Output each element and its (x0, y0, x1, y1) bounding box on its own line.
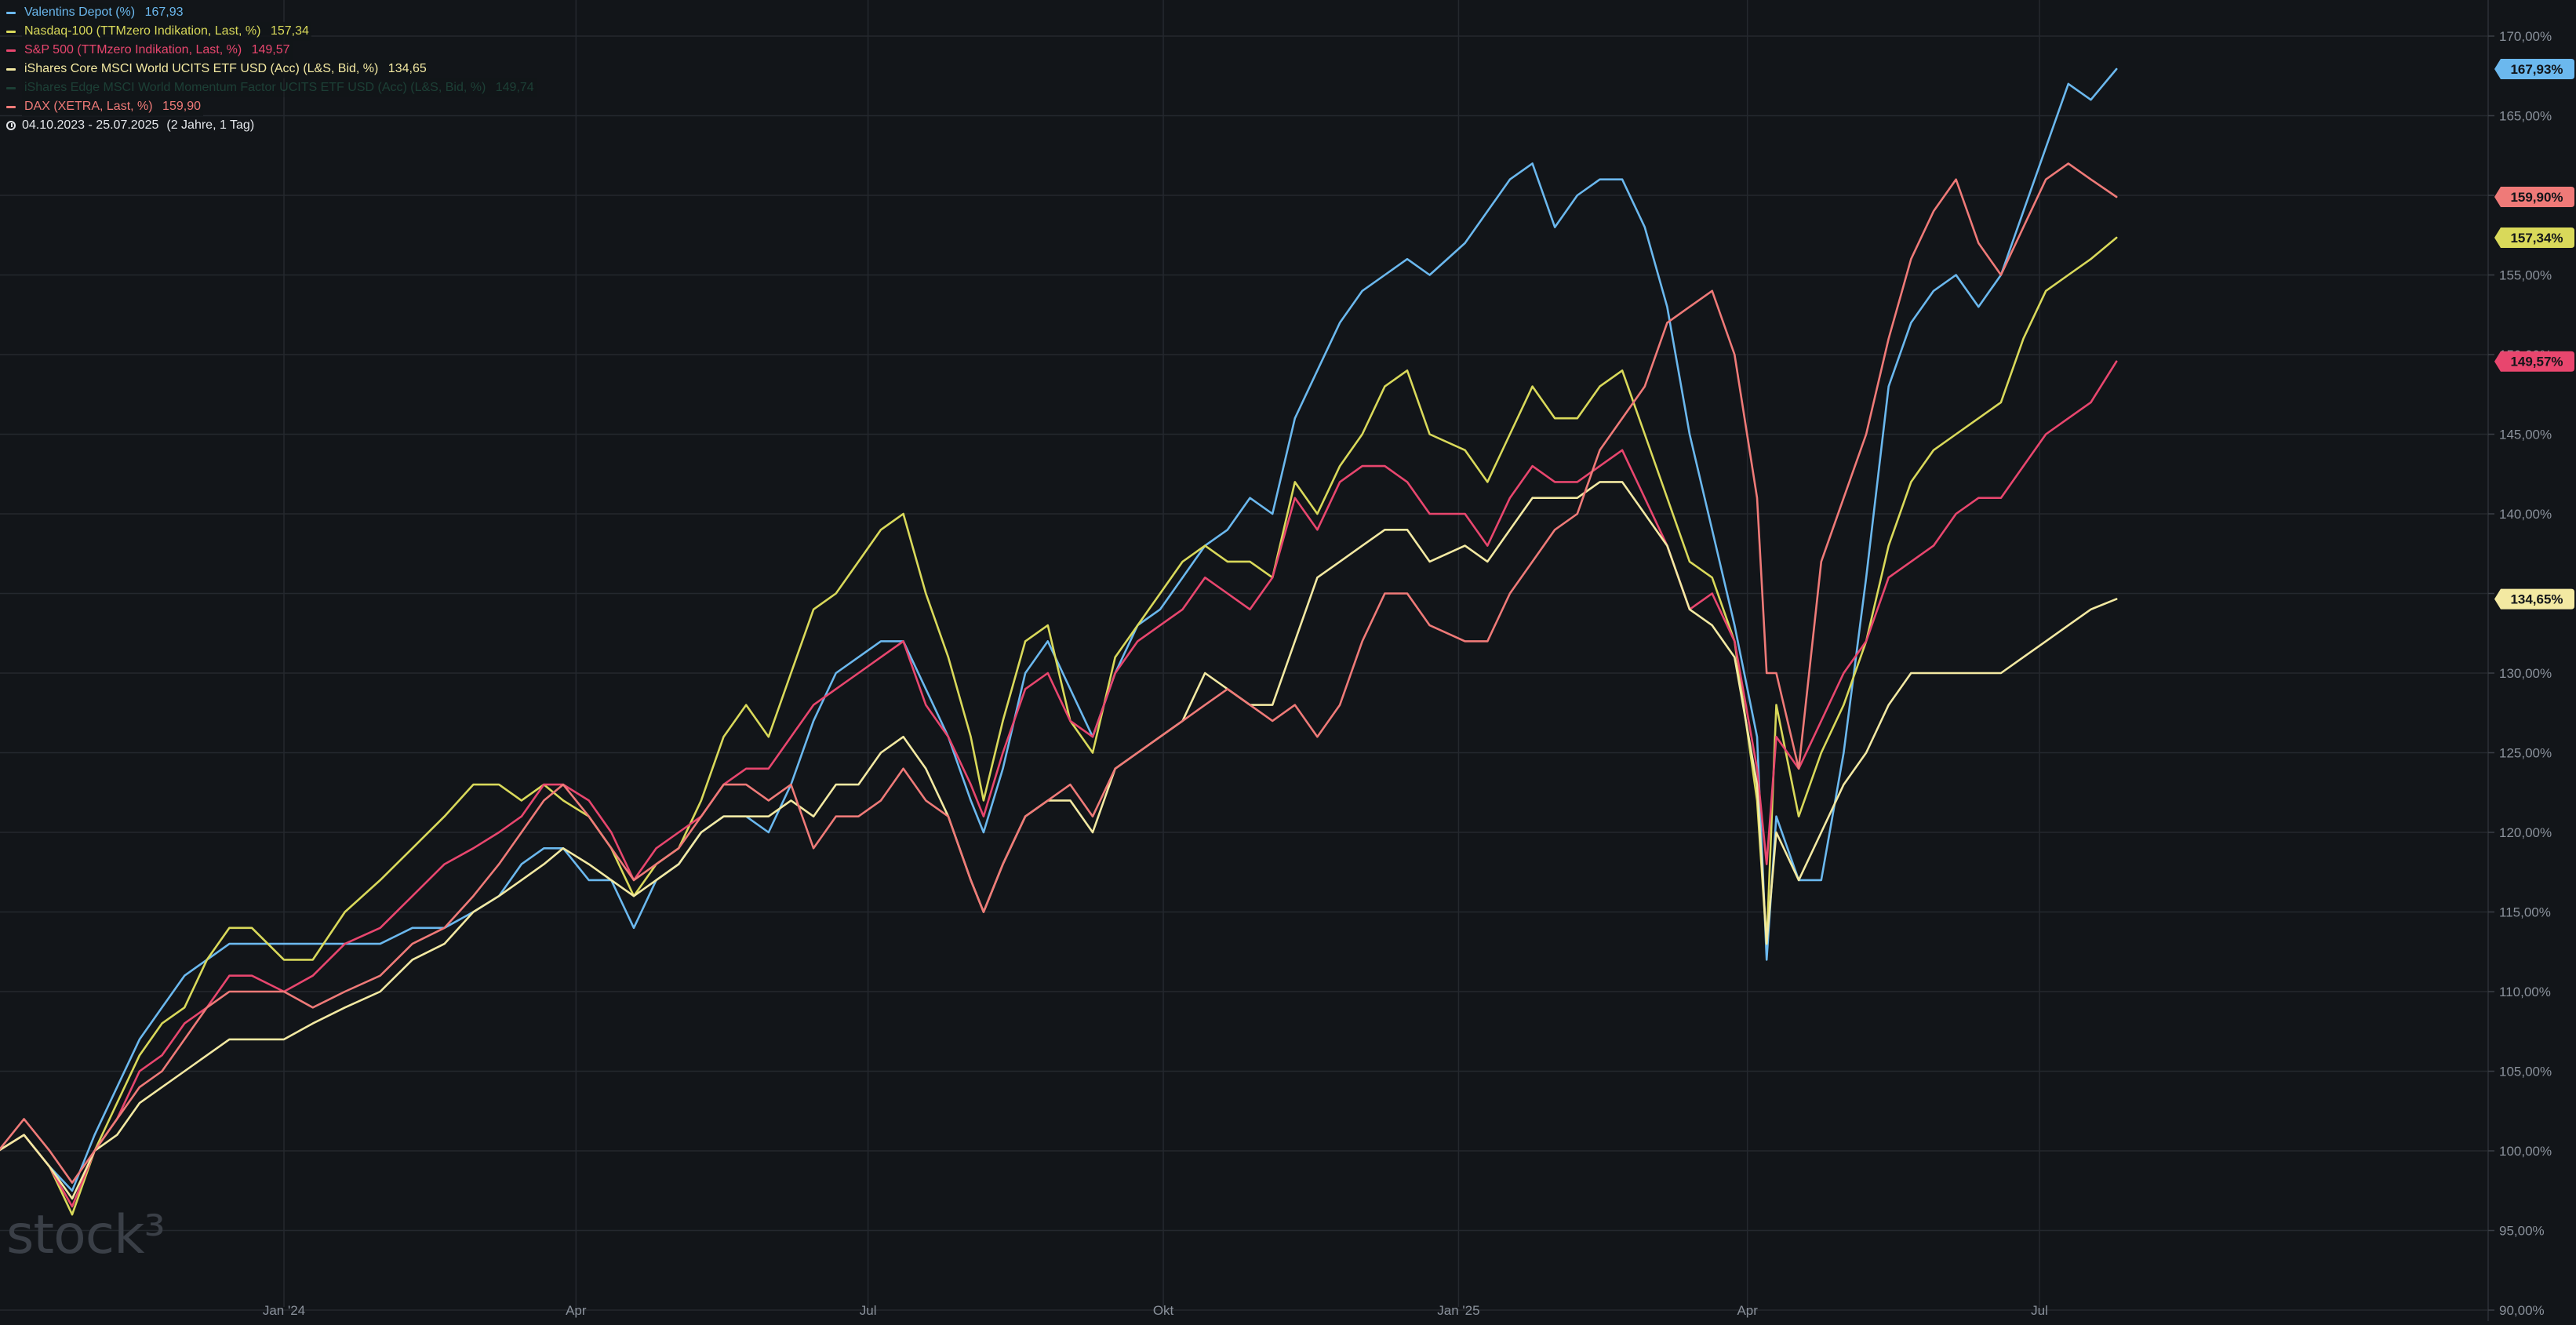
series-line-1[interactable] (0, 236, 2118, 1216)
badge-shape (2494, 59, 2574, 80)
legend-value: 159,90 (162, 100, 201, 113)
grid-layer (0, 0, 2488, 1311)
y-tick-label: 140,00% (2499, 507, 2552, 522)
badge-label: 134,65% (2510, 592, 2563, 607)
price-badge-2: 149,57% (2494, 351, 2574, 372)
badge-label: 167,93% (2510, 62, 2563, 77)
legend-item-nasdaq-100[interactable]: Nasdaq-100 (TTMzero Indikation, Last, %)… (6, 22, 537, 41)
legend-value: 149,57 (251, 43, 290, 56)
y-tick-label: 95,00% (2499, 1224, 2545, 1239)
series-layer (0, 67, 2118, 1216)
chart-legend: Valentins Depot (%) 167,93 Nasdaq-100 (T… (6, 3, 537, 135)
price-badge-0: 167,93% (2494, 59, 2574, 80)
price-badge-3: 134,65% (2494, 588, 2574, 610)
legend-item-sp-500[interactable]: S&P 500 (TTMzero Indikation, Last, %) 14… (6, 41, 537, 60)
date-range-text: 04.10.2023 - 25.07.2025 (22, 118, 159, 132)
y-tick-label: 155,00% (2499, 268, 2552, 283)
series-line-3[interactable] (0, 481, 2118, 1200)
badge-shape (2494, 187, 2574, 208)
legend-label: DAX (XETRA, Last, %) (24, 100, 153, 113)
y-tick-label: 110,00% (2499, 985, 2551, 999)
y-tick-label: 125,00% (2499, 746, 2552, 761)
legend-label: iShares Edge MSCI World Momentum Factor … (24, 81, 486, 94)
clock-icon (6, 121, 16, 130)
badge-label: 159,90% (2510, 190, 2563, 205)
legend-value: 134,65 (387, 62, 427, 75)
y-tick-label: 145,00% (2499, 428, 2552, 442)
legend-label: Nasdaq-100 (TTMzero Indikation, Last, %) (24, 24, 261, 38)
series-swatch (6, 30, 16, 33)
legend-label: iShares Core MSCI World UCITS ETF USD (A… (24, 62, 379, 75)
date-range-duration: (2 Jahre, 1 Tag) (166, 118, 255, 132)
y-tick-label: 120,00% (2499, 825, 2552, 840)
price-badge-5: 159,90% (2494, 187, 2574, 208)
price-badge-layer: 167,93% 157,34% 149,57% 134,65% 159,90% (2494, 59, 2574, 610)
legend-item-dax[interactable]: DAX (XETRA, Last, %) 159,90 (6, 97, 537, 116)
legend-value: 157,34 (270, 24, 309, 38)
series-swatch (6, 86, 16, 89)
date-range[interactable]: 04.10.2023 - 25.07.2025 (2 Jahre, 1 Tag) (6, 116, 537, 135)
x-axis-layer: Jan '24 Apr Jul Okt Jan '25 Apr Jul (263, 1303, 2048, 1318)
series-line-5[interactable] (0, 162, 2118, 1184)
y-tick-label: 90,00% (2499, 1303, 2545, 1318)
x-tick-label: Jan '24 (263, 1303, 305, 1318)
y-tick-label: 170,00% (2499, 29, 2552, 44)
legend-value: 167,93 (144, 5, 184, 19)
y-tick-label: 165,00% (2499, 109, 2552, 124)
x-tick-label: Jul (2031, 1303, 2048, 1318)
badge-shape (2494, 588, 2574, 610)
x-tick-label: Jan '25 (1437, 1303, 1479, 1318)
badge-shape (2494, 227, 2574, 248)
legend-item-msci-world[interactable]: iShares Core MSCI World UCITS ETF USD (A… (6, 60, 537, 78)
legend-value: 149,74 (495, 81, 534, 94)
x-tick-label: Apr (566, 1303, 587, 1318)
y-tick-label: 115,00% (2499, 905, 2551, 920)
badge-label: 149,57% (2510, 355, 2563, 369)
series-line-0[interactable] (0, 67, 2118, 1192)
series-swatch (6, 67, 16, 71)
series-swatch (6, 105, 16, 108)
series-swatch (6, 49, 16, 52)
y-tick-label: 100,00% (2499, 1144, 2552, 1159)
price-badge-1: 157,34% (2494, 227, 2574, 248)
x-tick-label: Apr (1737, 1303, 1758, 1318)
y-tick-label: 130,00% (2499, 666, 2552, 681)
legend-item-valentins-depot[interactable]: Valentins Depot (%) 167,93 (6, 3, 537, 22)
y-tick-label: 105,00% (2499, 1065, 2552, 1079)
badge-label: 157,34% (2510, 231, 2563, 246)
series-swatch (6, 11, 16, 14)
legend-item-msci-momentum-hidden[interactable]: iShares Edge MSCI World Momentum Factor … (6, 78, 537, 97)
legend-label: S&P 500 (TTMzero Indikation, Last, %) (24, 43, 242, 56)
badge-shape (2494, 351, 2574, 372)
x-tick-label: Okt (1153, 1303, 1174, 1318)
x-tick-label: Jul (860, 1303, 877, 1318)
series-line-2[interactable] (0, 360, 2118, 1208)
legend-label: Valentins Depot (%) (24, 5, 136, 19)
stock3-logo: stock³ (6, 1204, 166, 1266)
